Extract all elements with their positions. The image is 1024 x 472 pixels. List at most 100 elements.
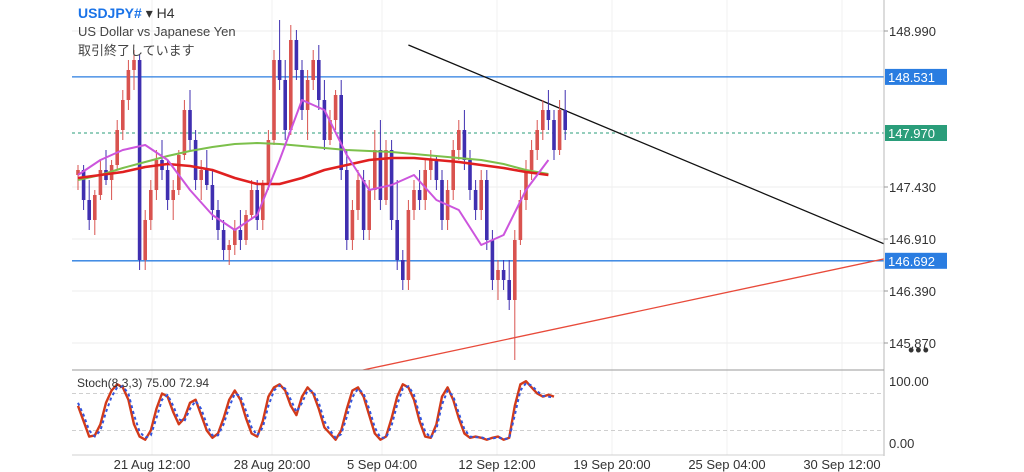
candle-body: [305, 80, 310, 110]
time-tick-label: 19 Sep 20:00: [573, 457, 650, 472]
candle-body: [473, 190, 478, 210]
candle-body: [322, 100, 327, 140]
candle-body: [423, 170, 427, 200]
time-tick-label: 21 Aug 12:00: [114, 457, 191, 472]
candle-body: [462, 130, 467, 160]
timeframe-label[interactable]: H4: [156, 5, 175, 21]
candle-body: [468, 160, 472, 190]
symbol-header[interactable]: USDJPY# ▾ H4: [78, 5, 175, 22]
candle-body: [227, 245, 231, 250]
candle-body: [221, 230, 226, 250]
candle-body: [76, 170, 80, 175]
last-price-label: 147.970: [888, 126, 935, 141]
candle-body: [272, 60, 276, 140]
candle-body: [557, 110, 562, 150]
horizontal-levels: 148.531 146.692: [72, 68, 947, 269]
time-tick-label: 25 Sep 04:00: [688, 457, 765, 472]
candle-body: [541, 110, 545, 130]
candle-body: [563, 110, 567, 130]
instrument-name: US Dollar vs Japanese Yen: [78, 24, 236, 39]
level-price-label: 146.692: [888, 254, 935, 269]
candle-body: [249, 190, 254, 215]
market-status: 取引終了しています: [78, 43, 195, 58]
candle-body: [132, 60, 136, 70]
grid-lines: [72, 0, 884, 455]
candle-body: [417, 190, 422, 200]
moving-average-line: [77, 142, 549, 181]
symbol-name[interactable]: USDJPY#: [78, 5, 142, 21]
chart-frame: [72, 0, 885, 456]
candle-body: [266, 140, 271, 185]
candle-body: [177, 155, 181, 190]
candle-body: [507, 280, 511, 300]
trendline: [408, 44, 884, 245]
candle-body: [361, 180, 366, 230]
candlesticks: [76, 20, 567, 360]
price-tick-label: 148.990: [889, 24, 936, 39]
candle-body: [294, 40, 299, 70]
price-tick-label: 147.430: [889, 180, 936, 195]
candle-body: [513, 240, 517, 300]
candle-body: [406, 210, 411, 280]
last-price-badge: [885, 125, 947, 141]
candle-body: [317, 60, 321, 100]
candle-body: [188, 110, 192, 140]
level-price-badge: [885, 68, 947, 85]
candle-body: [367, 190, 371, 230]
candle-body: [395, 220, 399, 260]
time-tick-label: 12 Sep 12:00: [458, 457, 535, 472]
candle-body: [373, 150, 377, 190]
price-tick-label: 146.910: [889, 232, 936, 247]
candle-body: [121, 100, 125, 130]
price-tick-label: 145.870: [889, 336, 936, 351]
candle-body: [485, 180, 489, 240]
stochastic-axis: 100.00 0.00: [889, 374, 929, 451]
chevron-down-icon[interactable]: ▾: [145, 5, 153, 21]
candle-body: [255, 190, 259, 220]
time-tick-label: 28 Aug 20:00: [234, 457, 311, 472]
candle-body: [283, 80, 287, 130]
candle-body: [277, 60, 282, 80]
candle-body: [233, 230, 237, 245]
candle-body: [440, 180, 444, 220]
trendlines: [359, 44, 884, 370]
candle-body: [81, 170, 86, 200]
candle-body: [199, 170, 203, 180]
candle-body: [289, 40, 293, 130]
candle-body: [339, 95, 343, 170]
moving-average-line: [77, 156, 549, 186]
trendline: [359, 258, 884, 370]
candle-body: [311, 60, 315, 80]
price-axis: 148.990 147.430 146.910 146.390 145.870: [884, 24, 936, 351]
time-axis: 21 Aug 12:00 28 Aug 20:00 5 Sep 04:00 12 Se…: [114, 457, 881, 472]
candle-body: [384, 150, 388, 200]
candle-body: [149, 190, 153, 220]
candle-body: [429, 160, 433, 170]
candle-body: [244, 215, 248, 240]
candle-body: [401, 260, 405, 280]
candle-body: [378, 150, 383, 200]
time-tick-label: 30 Sep 12:00: [803, 457, 880, 472]
time-tick-label: 5 Sep 04:00: [347, 457, 417, 472]
candle-body: [165, 170, 170, 200]
candle-body: [143, 220, 147, 260]
candle-body: [205, 170, 209, 185]
candle-body: [193, 140, 198, 180]
candle-body: [518, 200, 523, 240]
more-options-icon[interactable]: •••: [908, 340, 930, 360]
candle-body: [328, 120, 332, 140]
candle-body: [182, 110, 187, 155]
candle-body: [434, 160, 439, 180]
level-price-label: 148.531: [888, 70, 935, 85]
candle-body: [154, 160, 159, 190]
candle-body: [535, 130, 539, 150]
price-tick-label: 146.390: [889, 284, 936, 299]
candle-body: [350, 210, 355, 240]
candle-body: [171, 190, 175, 200]
stochastic-tick-label: 0.00: [889, 436, 914, 451]
candle-body: [137, 60, 142, 260]
candle-body: [98, 170, 103, 195]
candle-body: [356, 180, 360, 210]
candle-body: [345, 170, 349, 240]
